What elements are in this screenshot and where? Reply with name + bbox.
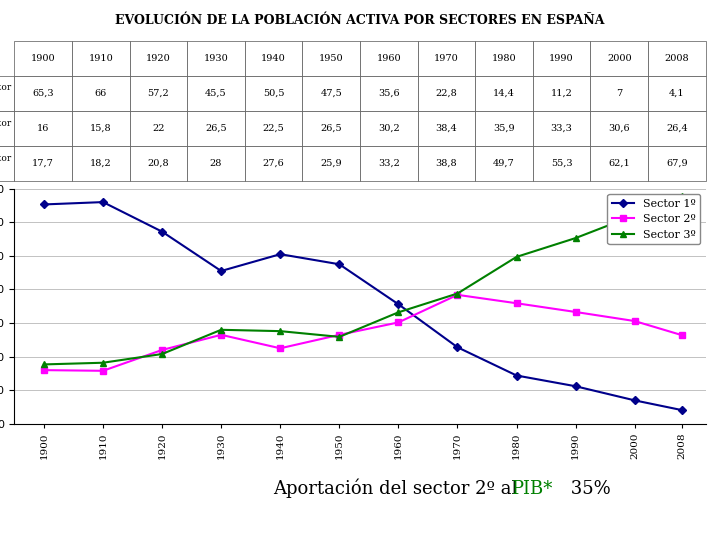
Sector 2º	[217, 332, 225, 338]
Line: Sector 2º: Sector 2º	[41, 292, 685, 374]
Sector 3º	[678, 192, 686, 199]
Text: 35%: 35%	[565, 480, 611, 498]
Line: Sector 3º: Sector 3º	[40, 192, 685, 368]
Sector 1º	[40, 201, 48, 208]
Sector 1º	[99, 199, 107, 205]
Sector 3º	[276, 328, 284, 334]
Sector 2º	[512, 300, 521, 307]
Sector 3º	[99, 360, 107, 366]
Sector 3º	[158, 351, 166, 357]
Line: Sector 1º: Sector 1º	[41, 199, 685, 413]
Sector 2º	[678, 332, 686, 339]
Sector 2º	[453, 292, 462, 298]
Sector 2º	[394, 319, 402, 326]
Sector 2º	[99, 368, 107, 374]
Sector 3º	[217, 327, 225, 333]
Text: EVOLUCIÓN DE LA POBLACIÓN ACTIVA POR SECTORES EN ESPAÑA: EVOLUCIÓN DE LA POBLACIÓN ACTIVA POR SEC…	[115, 14, 605, 26]
Sector 2º	[276, 345, 284, 352]
Sector 3º	[453, 291, 462, 297]
Sector 1º	[453, 344, 462, 350]
Sector 1º	[512, 372, 521, 379]
Sector 3º	[394, 309, 402, 315]
Sector 1º	[335, 261, 343, 267]
Sector 3º	[335, 334, 343, 340]
Sector 2º	[631, 318, 639, 325]
Sector 1º	[276, 251, 284, 258]
Sector 1º	[678, 407, 686, 413]
Sector 1º	[217, 268, 225, 274]
Sector 3º	[40, 361, 48, 368]
Sector 2º	[571, 309, 580, 315]
Text: PIB*: PIB*	[511, 480, 552, 498]
Sector 2º	[158, 347, 166, 353]
Sector 1º	[571, 383, 580, 389]
Legend: Sector 1º, Sector 2º, Sector 3º: Sector 1º, Sector 2º, Sector 3º	[607, 194, 700, 244]
Text: Aportación del sector 2º al: Aportación del sector 2º al	[274, 479, 523, 498]
Sector 1º	[158, 228, 166, 235]
Sector 2º	[40, 367, 48, 373]
Sector 2º	[335, 332, 343, 338]
Sector 1º	[394, 301, 402, 307]
Sector 3º	[571, 235, 580, 241]
Sector 1º	[631, 397, 639, 403]
Sector 3º	[631, 212, 639, 219]
Sector 3º	[512, 254, 521, 260]
